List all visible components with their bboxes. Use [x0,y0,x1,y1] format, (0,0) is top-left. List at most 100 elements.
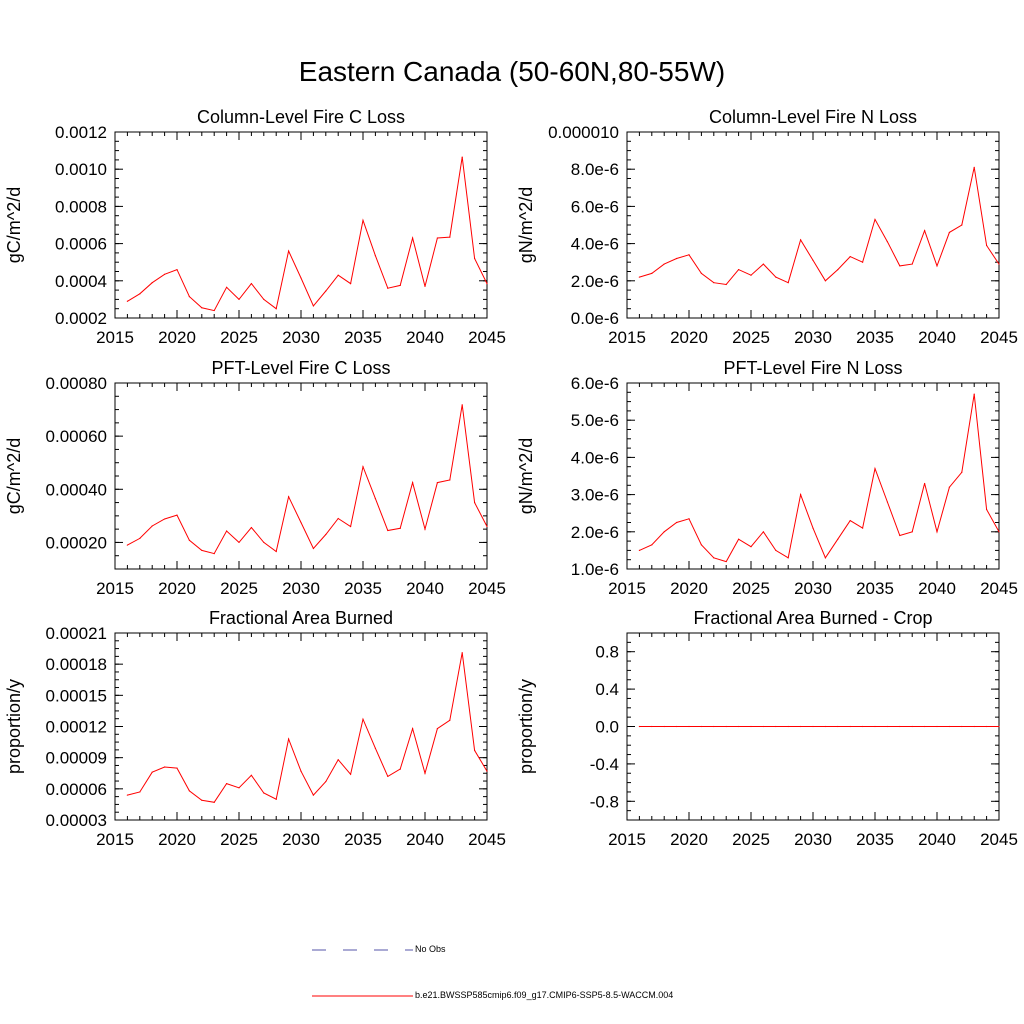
data-point [998,725,1000,728]
y-axis-label: gC/m^2/d [4,187,24,263]
data-point [126,300,128,302]
data-point [787,557,789,559]
x-tick-label: 2040 [406,328,444,347]
data-point [449,719,451,721]
data-point [911,531,913,533]
x-tick-label: 2025 [732,579,770,598]
y-axis-label: gN/m^2/d [516,438,536,514]
data-point [911,725,913,728]
data-point [874,725,876,728]
y-tick-label: 0.00012 [46,718,107,737]
data-point [986,508,988,511]
x-tick-label: 2045 [980,830,1018,849]
y-tick-label: 0.0002 [55,309,107,328]
data-point [973,725,975,728]
chart-panel-col-fire-n: Column-Level Fire N Loss gN/m^2/d 2015 2020… [516,107,1018,347]
data-point [663,531,665,533]
data-point [936,725,938,728]
data-point [424,285,426,287]
data-point [226,783,228,785]
data-series-line [127,157,488,312]
data-point [436,727,438,730]
data-point [486,770,488,772]
y-tick-label: 2.0e-6 [571,272,619,291]
x-tick-label: 2030 [794,830,832,849]
data-point [387,287,389,289]
data-point [750,546,752,548]
x-tick-label: 2035 [344,579,382,598]
data-point [412,237,414,239]
data-point [924,725,926,728]
chart-panel-pft-fire-c: PFT-Level Fire C Loss gC/m^2/d 2015 2020 202… [4,358,506,598]
data-point [812,725,814,728]
data-point [849,725,851,728]
y-axis-label: gC/m^2/d [4,438,24,514]
data-point [998,531,1000,533]
data-point [300,521,302,524]
data-point [663,725,665,728]
y-tick-label: 0.00021 [46,624,107,643]
data-point [973,166,975,168]
data-point [213,801,215,803]
data-point [899,725,901,728]
data-point [700,725,703,728]
figure-title: Eastern Canada (50-60N,80-55W) [298,56,726,87]
data-point [436,482,438,484]
data-point [899,534,901,537]
panel-title: Column-Level Fire C Loss [197,107,405,127]
data-point [374,497,376,500]
data-point [226,530,228,532]
data-point [312,547,314,550]
y-tick-label: 0.00018 [46,655,107,674]
data-point [738,269,740,271]
x-tick-label: 2015 [96,328,134,347]
data-point [164,518,166,520]
data-point [350,282,352,285]
x-tick-label: 2035 [344,328,382,347]
data-point [474,257,476,260]
x-tick-label: 2020 [670,328,708,347]
data-point [350,773,352,775]
data-point [461,652,463,654]
data-point [164,766,166,768]
data-point [961,471,963,473]
data-point [486,282,488,285]
data-point [948,486,951,488]
data-point [176,514,178,516]
data-point [238,787,240,789]
data-point [337,517,339,520]
data-point [762,531,765,533]
data-point [250,282,252,285]
data-point [638,549,641,552]
x-tick-label: 2045 [468,830,506,849]
panel-title: Column-Level Fire N Loss [709,107,917,127]
data-point [750,725,752,728]
data-point [424,772,426,774]
data-point [700,272,703,274]
data-point [238,298,240,300]
data-point [911,263,913,265]
data-point [762,263,765,265]
data-point [787,725,789,728]
x-tick-label: 2015 [608,830,646,849]
y-tick-label: 0.00040 [46,480,107,499]
data-point [775,276,777,278]
data-point [474,501,476,504]
data-series-line [127,652,488,803]
x-tick-label: 2040 [406,830,444,849]
data-point [213,309,215,312]
data-point [700,544,703,546]
x-tick-label: 2030 [282,579,320,598]
data-point [713,557,715,559]
data-point [288,738,290,740]
data-point [812,259,814,261]
y-tick-label: 0.00015 [46,686,107,705]
data-point [275,308,277,310]
data-point [176,767,178,769]
data-point [713,725,715,728]
data-point [139,293,141,295]
x-tick-label: 2040 [918,830,956,849]
data-point [973,393,975,395]
y-tick-label: 4.0e-6 [571,235,619,254]
data-point [936,531,938,533]
